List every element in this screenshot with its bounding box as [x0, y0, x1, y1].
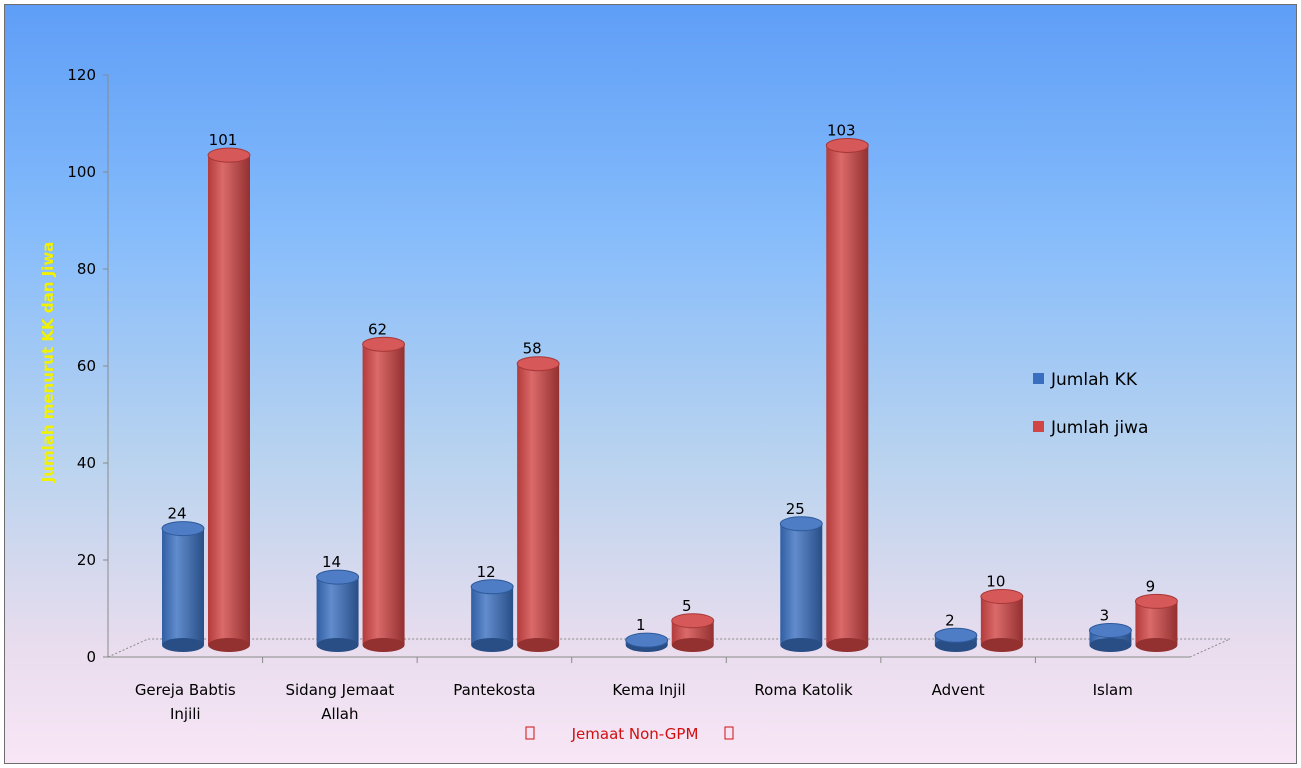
- y-tick-label: 60: [77, 357, 96, 375]
- bar-jiwa-body: [208, 155, 250, 645]
- y-tick-label: 0: [86, 648, 96, 666]
- bar-jiwa-top: [516, 356, 560, 372]
- bar-kk-body: [471, 586, 514, 645]
- bar-jiwa-top: [207, 147, 251, 163]
- bar-jiwa-body: [517, 363, 560, 645]
- bar-kk-bottom: [780, 638, 823, 652]
- category-label: Gereja Babtis: [135, 681, 236, 699]
- category-label: Allah: [321, 705, 358, 723]
- bar-jiwa-top: [1134, 593, 1178, 609]
- bar-kk-top: [161, 521, 205, 537]
- bar-jiwa-top: [825, 137, 869, 153]
- bar-kk-bottom: [471, 638, 514, 652]
- data-label: 14: [322, 553, 341, 571]
- data-label: 25: [786, 500, 805, 518]
- bar-kk-bottom: [316, 638, 359, 652]
- bar-kk-top: [625, 632, 669, 648]
- category-label: Sidang Jemaat: [285, 681, 394, 699]
- bar-kk-top: [934, 627, 978, 643]
- bar-kk-top: [316, 569, 360, 585]
- bar-jiwa-bottom: [208, 638, 250, 652]
- data-label: 10: [986, 573, 1005, 591]
- data-label: 1: [636, 616, 646, 634]
- bar-kk-bottom: [1089, 638, 1132, 652]
- bar-kk-body: [162, 528, 204, 645]
- category-label: Advent: [932, 681, 985, 699]
- y-tick-label: 120: [67, 66, 96, 84]
- y-axis-title: Jumlah menurut KK dan Jiwa: [39, 242, 57, 484]
- data-label: 3: [1100, 606, 1110, 624]
- data-label: 9: [1146, 577, 1156, 595]
- legend-swatch-kk: [1033, 373, 1044, 384]
- category-label: Pantekosta: [453, 681, 535, 699]
- bar-jiwa-body: [826, 145, 869, 645]
- bar-kk-top: [779, 516, 823, 532]
- y-tick-label: 100: [67, 163, 96, 181]
- legend-swatch-jiwa: [1033, 421, 1044, 432]
- bar-jiwa-top: [362, 336, 406, 352]
- data-label: 62: [368, 320, 387, 338]
- data-label: 103: [827, 121, 856, 139]
- bar-kk-bottom: [162, 638, 204, 652]
- y-tick-label: 40: [77, 454, 96, 472]
- category-label: Kema Injil: [612, 681, 685, 699]
- bar-jiwa-bottom: [980, 638, 1023, 652]
- bar-jiwa-top: [980, 589, 1024, 604]
- x-axis-title-marker-right: [724, 726, 734, 740]
- bar-jiwa-bottom: [826, 638, 869, 652]
- bar-jiwa-bottom: [517, 638, 560, 652]
- bar-jiwa-bottom: [1135, 638, 1178, 652]
- x-axis-title-marker-left: [525, 726, 535, 740]
- bar-kk-top: [470, 579, 514, 595]
- bar-jiwa-bottom: [671, 638, 714, 652]
- bar-jiwa-top: [671, 613, 715, 629]
- data-label: 101: [209, 131, 238, 149]
- data-label: 2: [945, 611, 955, 629]
- bar-kk-body: [316, 577, 359, 645]
- data-label: 12: [477, 563, 496, 581]
- bar-jiwa-body: [980, 596, 1023, 645]
- x-axis-title: Jemaat Non-GPM: [571, 725, 699, 743]
- bar-kk-top: [1088, 622, 1132, 638]
- chart-floor: [107, 638, 1231, 658]
- bar-jiwa-body: [362, 344, 405, 645]
- y-tick-label: 20: [77, 551, 96, 569]
- data-label: 5: [682, 597, 692, 615]
- bar-kk-body: [780, 523, 823, 645]
- y-tick-label: 80: [77, 260, 96, 278]
- data-label: 24: [167, 505, 186, 523]
- legend-label-kk: Jumlah KK: [1050, 370, 1138, 390]
- legend-label-jiwa: Jumlah jiwa: [1050, 418, 1148, 438]
- category-label: Islam: [1093, 681, 1133, 699]
- category-label: Injili: [170, 705, 201, 723]
- chart-frame: 0 20 40 60 80 100 120 24 101 Gereja Babtis Injili 1…: [4, 4, 1297, 764]
- bar-jiwa-bottom: [362, 638, 405, 652]
- category-label: Roma Katolik: [754, 681, 853, 699]
- data-label: 58: [523, 340, 542, 358]
